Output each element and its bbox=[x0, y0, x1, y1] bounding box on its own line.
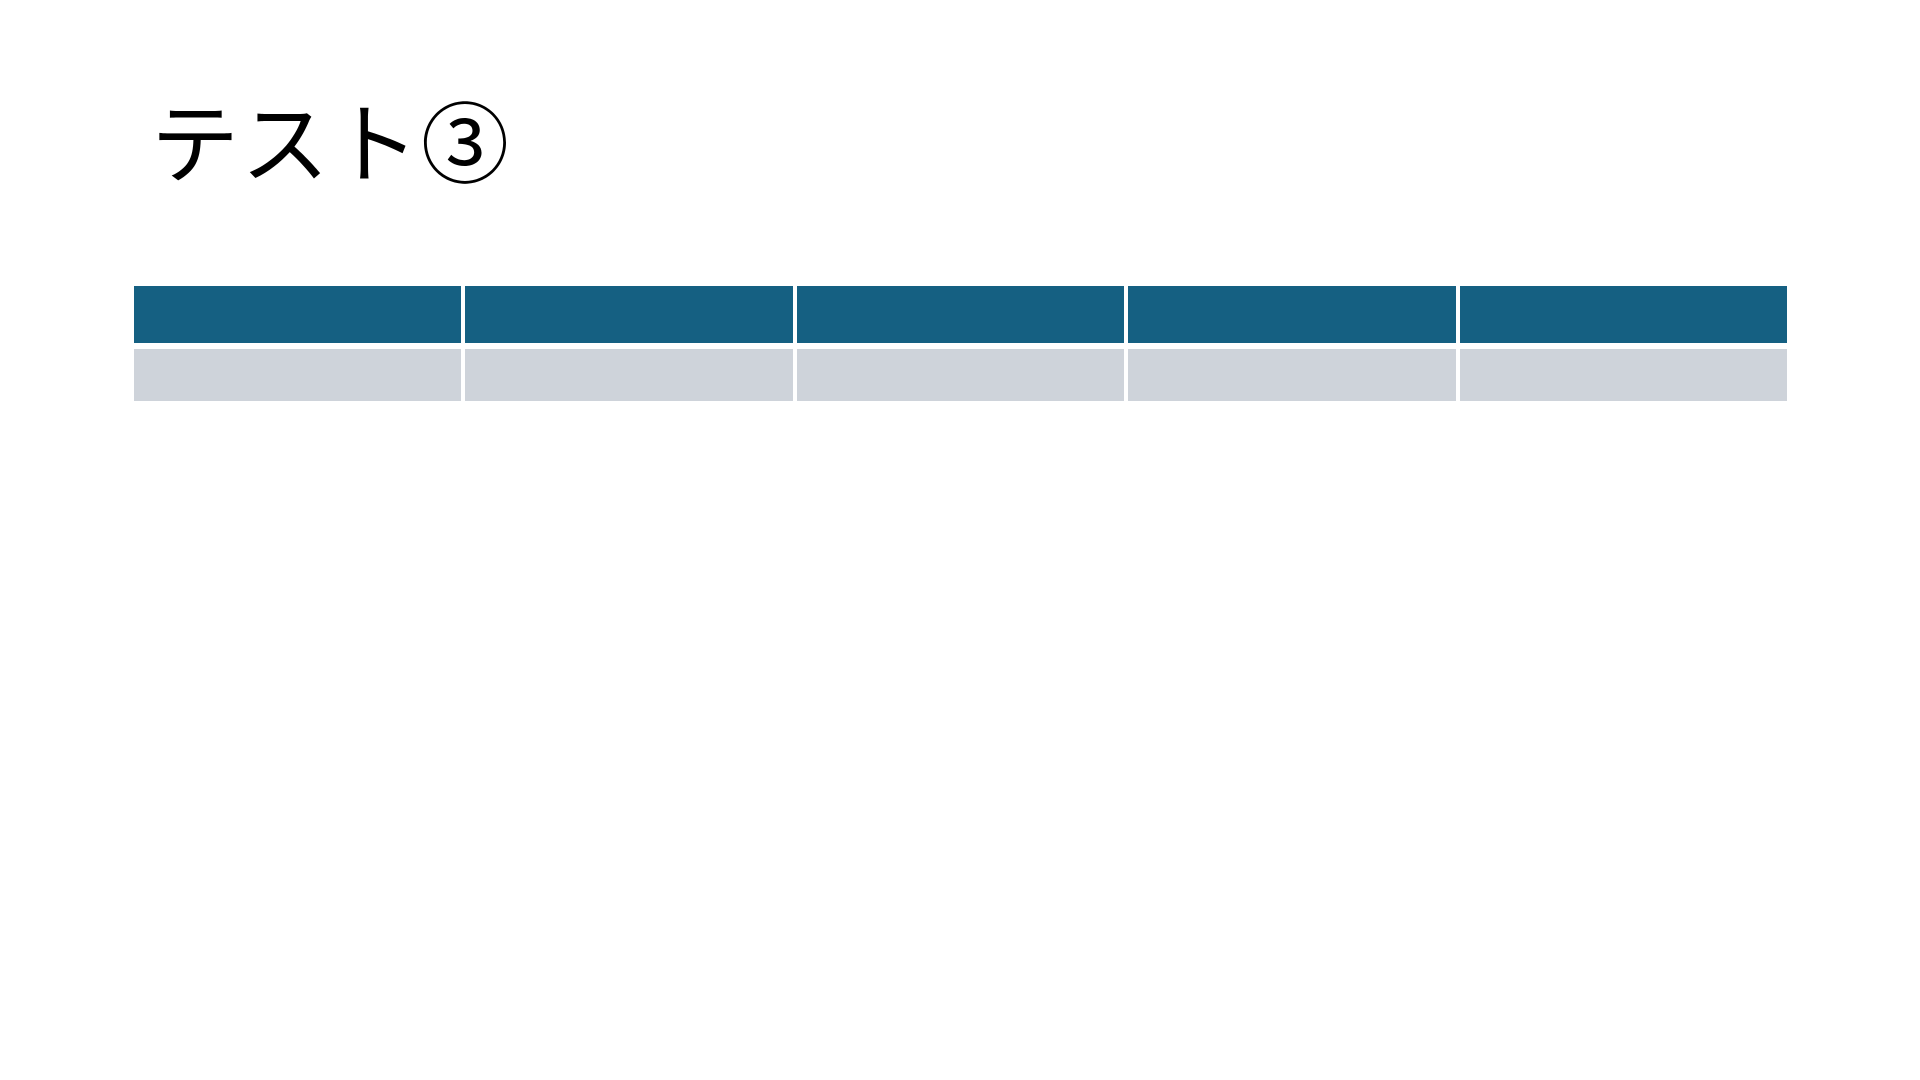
table-header-cell bbox=[1128, 286, 1456, 343]
table-cell bbox=[1459, 349, 1787, 401]
table-cell bbox=[1128, 349, 1456, 401]
table-header-cell bbox=[465, 286, 793, 343]
table-header-cell bbox=[796, 286, 1125, 343]
table-header-cell bbox=[1459, 286, 1787, 343]
slide-title: テスト③ bbox=[151, 96, 512, 195]
table-cell bbox=[134, 349, 462, 401]
table-cell bbox=[465, 349, 793, 401]
slide-table bbox=[134, 286, 1787, 401]
table-header-cell bbox=[134, 286, 462, 343]
table-cell bbox=[796, 349, 1125, 401]
